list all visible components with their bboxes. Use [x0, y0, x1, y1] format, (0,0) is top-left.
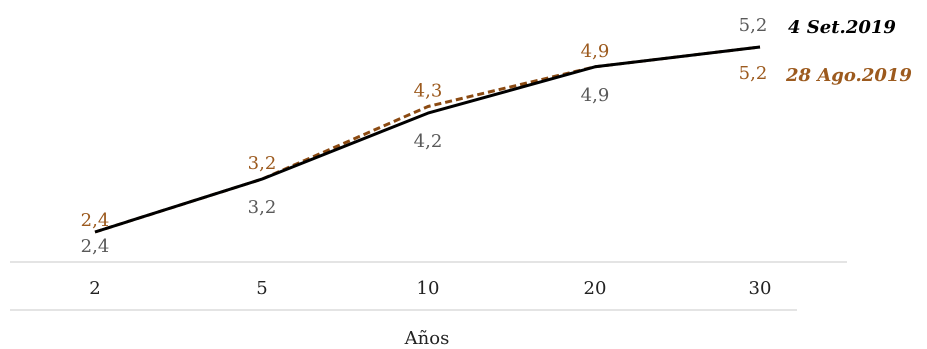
legend-entry-series-1: 28 Ago.2019: [785, 65, 912, 86]
x-tick-label: 30: [749, 278, 772, 299]
data-label-series-0: 4,9: [581, 85, 610, 106]
x-tick-label: 5: [256, 278, 267, 299]
x-tick-labels: 2 5 10 20 30: [89, 278, 771, 299]
x-tick-label: 10: [417, 278, 440, 299]
x-tick-label: 20: [584, 278, 607, 299]
x-axis-title: Años: [404, 328, 450, 349]
data-labels: 2,4 3,2 4,2 4,9 5,2 2,4 3,2 4,3 4,9 5,2: [81, 15, 768, 257]
data-label-series-1: 4,3: [414, 80, 443, 101]
legend: 4 Set.2019 28 Ago.2019: [785, 17, 912, 86]
series-line-0: [94, 45, 761, 234]
data-label-series-1: 5,2: [739, 63, 768, 84]
data-label-series-1: 2,4: [81, 210, 110, 231]
data-label-series-1: 3,2: [248, 153, 277, 174]
data-label-series-1: 4,9: [581, 41, 610, 62]
series-layer: [94, 45, 761, 234]
data-label-series-0: 5,2: [739, 15, 768, 36]
data-label-series-0: 3,2: [248, 197, 277, 218]
legend-entry-series-0: 4 Set.2019: [788, 17, 896, 38]
data-label-series-0: 4,2: [414, 131, 443, 152]
x-tick-label: 2: [89, 278, 100, 299]
data-label-series-0: 2,4: [81, 236, 110, 257]
